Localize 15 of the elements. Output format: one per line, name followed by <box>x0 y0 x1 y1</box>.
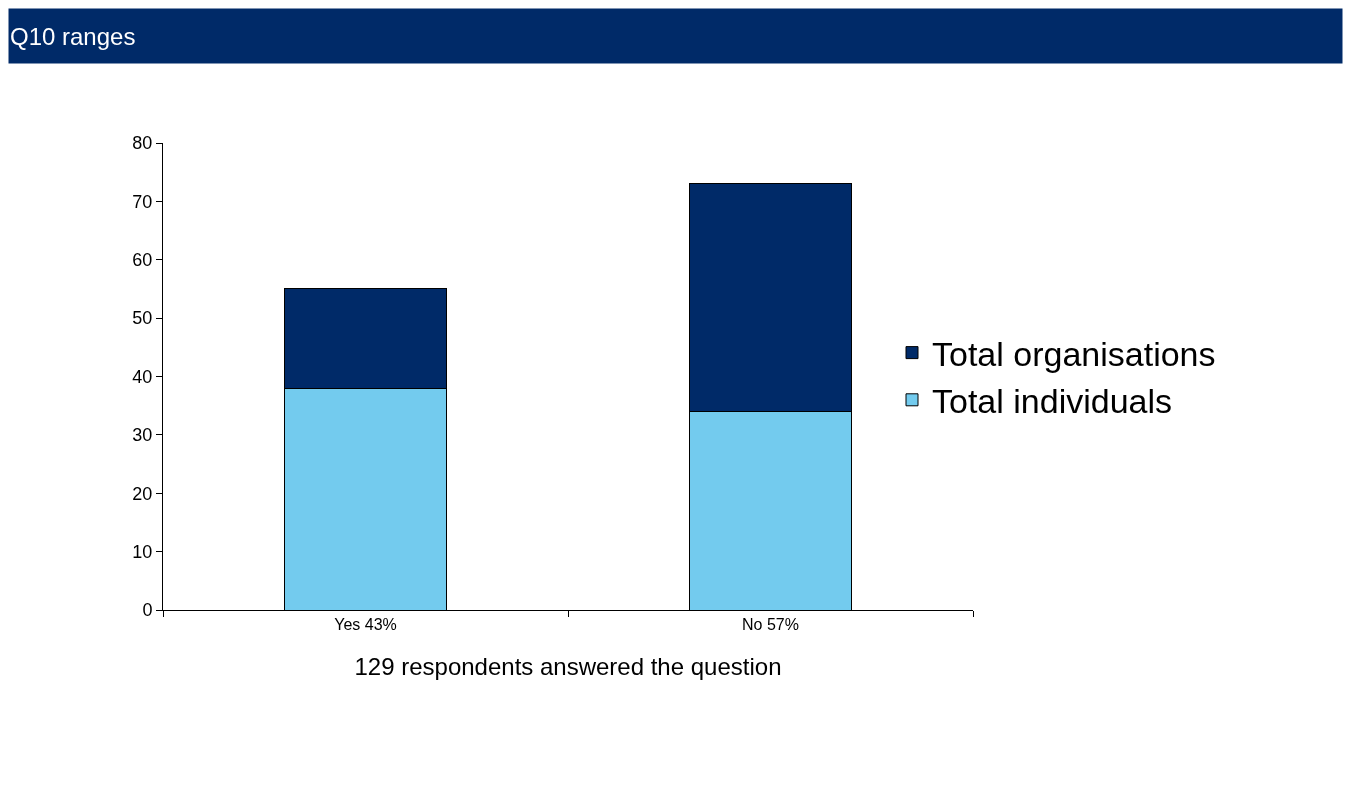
y-tick-label: 60 <box>132 250 153 271</box>
y-tick-label: 0 <box>142 600 153 621</box>
y-tick-label: 80 <box>132 133 153 154</box>
y-tick-label: 40 <box>132 366 153 387</box>
x-tick-label: No 57% <box>742 616 799 634</box>
chart-title: Q10 ranges <box>10 22 136 50</box>
x-axis-title: 129 respondents answered the question <box>354 652 782 680</box>
y-tick-label: 70 <box>132 191 153 212</box>
legend-label: Total individuals <box>932 382 1173 421</box>
y-tick-label: 30 <box>132 425 153 446</box>
x-tick-label: Yes 43% <box>334 616 397 634</box>
y-tick-label: 20 <box>132 483 153 504</box>
y-tick-label: 10 <box>132 541 153 562</box>
legend-label: Total organisations <box>932 334 1216 373</box>
y-tick-label: 50 <box>132 308 153 329</box>
